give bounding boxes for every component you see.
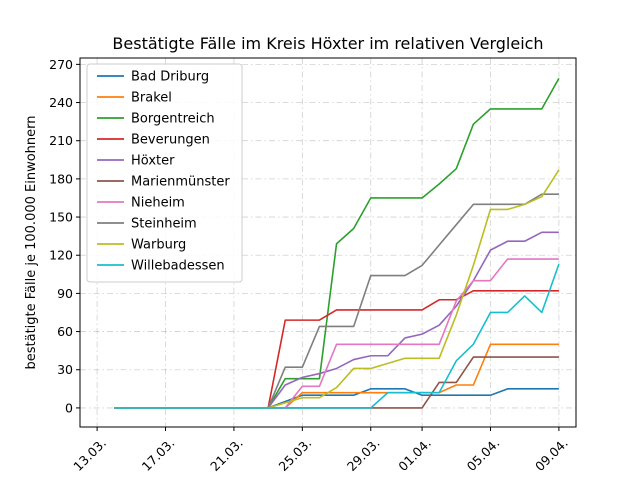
y-tick-label: 270 — [49, 57, 73, 72]
x-tick-label: 21.03. — [207, 435, 246, 474]
y-tick-label: 150 — [49, 210, 73, 225]
x-tick-label: 25.03. — [276, 435, 315, 474]
series-line-marienmuenster — [114, 356, 559, 409]
series-line-bad-driburg — [114, 388, 559, 409]
y-tick-label: 0 — [65, 400, 73, 415]
y-tick-label: 180 — [49, 171, 73, 186]
x-tick-label: 01.04. — [395, 435, 434, 474]
legend-label-bad-driburg: Bad Driburg — [131, 70, 209, 85]
x-tick-label: 17.03. — [139, 435, 178, 474]
series-line-borgentreich — [114, 77, 560, 409]
y-tick-label: 240 — [49, 95, 73, 110]
legend-label-beverungen: Beverungen — [131, 133, 210, 148]
x-tick-label: 05.04. — [464, 435, 503, 474]
x-tick-label: 13.03. — [70, 435, 109, 474]
legend-label-warburg: Warburg — [131, 238, 186, 253]
y-tick-label: 120 — [49, 248, 73, 263]
y-axis-label: bestätigte Fälle je 100.000 Einwohnern — [24, 116, 39, 370]
series-line-willebadessen — [114, 263, 560, 409]
series-line-nieheim — [114, 258, 559, 409]
y-axis: 0 30 60 90 120 150 180 210 240 270 — [49, 57, 80, 415]
series-layer — [114, 77, 560, 409]
legend-label-marienmuenster: Marienmünster — [131, 175, 230, 190]
legend-label-willebadessen: Willebadessen — [131, 259, 225, 274]
series-line-brakel — [114, 343, 559, 409]
legend-label-hoexter: Höxter — [131, 154, 175, 169]
legend-label-steinheim: Steinheim — [131, 217, 197, 232]
series-line-warburg — [114, 169, 560, 409]
chart-title: Bestätigte Fälle im Kreis Höxter im rela… — [112, 34, 543, 53]
y-tick-label: 210 — [49, 133, 73, 148]
x-axis: 13.03. 17.03. 21.03. 25.03. 29.03. 01.04. 05.0… — [70, 427, 571, 474]
legend-label-nieheim: Nieheim — [131, 196, 185, 211]
legend-label-brakel: Brakel — [131, 91, 172, 106]
y-tick-label: 60 — [57, 324, 73, 339]
x-tick-label: 09.04. — [532, 435, 571, 474]
series-line-hoexter — [114, 231, 559, 409]
x-tick-label: 29.03. — [344, 435, 383, 474]
y-tick-label: 90 — [57, 286, 73, 301]
y-tick-label: 30 — [57, 362, 73, 377]
legend: Bad Driburg Brakel Borgentreich Beverungen H… — [86, 63, 243, 283]
legend-box — [86, 63, 243, 283]
series-line-steinheim — [114, 193, 559, 409]
legend-label-borgentreich: Borgentreich — [131, 112, 215, 127]
series-line-beverungen — [114, 290, 559, 409]
plot-frame — [79, 57, 577, 428]
